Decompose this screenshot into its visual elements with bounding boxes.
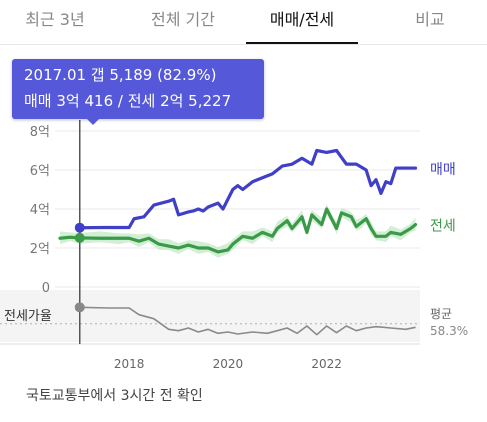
ratio-label: 전세가율 — [4, 309, 52, 324]
series-line-전세 — [58, 207, 418, 254]
series-label-매매: 매매 — [430, 162, 456, 178]
y-tick-label: 8억 — [30, 125, 50, 140]
x-tick-label: 2018 — [114, 357, 145, 371]
y-tick-label: 0 — [42, 281, 50, 296]
period-tabs: 최근 3년 전체 기간 매매/전세 비교 — [0, 0, 487, 45]
x-tick-label: 2022 — [311, 357, 342, 371]
tab-all-period[interactable]: 전체 기간 — [151, 10, 215, 29]
tab-compare[interactable]: 비교 — [415, 10, 445, 29]
data-source-text: 국토교통부에서 3시간 전 확인 — [26, 388, 203, 404]
lease-highlight-point — [74, 232, 85, 243]
tooltip-gap: 2017.01 갭 5,189 (82.9%) — [24, 66, 217, 84]
series-line-매매 — [78, 148, 418, 230]
y-tick-label: 2억 — [30, 242, 50, 257]
ratio-panel — [0, 290, 420, 342]
chart-tooltip: 2017.01 갭 5,189 (82.9%) 매매 3억 416 / 전세 2… — [12, 59, 264, 119]
series-label-전세: 전세 — [430, 219, 456, 235]
average-label: 평균 — [430, 307, 452, 321]
sale-highlight-point — [74, 222, 85, 233]
lease-range-band — [60, 204, 416, 258]
x-tick-label: 2020 — [213, 357, 244, 371]
tab-recent-3-years[interactable]: 최근 3년 — [25, 10, 85, 29]
average-value: 58.3% — [430, 324, 468, 338]
ratio-highlight-point — [74, 302, 85, 313]
tooltip-pointer — [87, 119, 99, 125]
ratio-line — [79, 306, 416, 336]
y-tick-label: 4억 — [30, 203, 50, 218]
tooltip-prices: 매매 3억 416 / 전세 2억 5,227 — [24, 92, 232, 110]
y-tick-label: 6억 — [30, 164, 50, 179]
tab-sale-lease[interactable]: 매매/전세 — [246, 0, 358, 44]
